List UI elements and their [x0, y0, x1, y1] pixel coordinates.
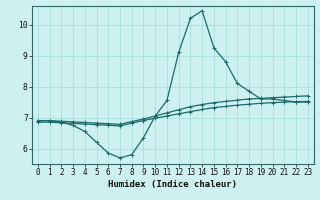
- X-axis label: Humidex (Indice chaleur): Humidex (Indice chaleur): [108, 180, 237, 189]
